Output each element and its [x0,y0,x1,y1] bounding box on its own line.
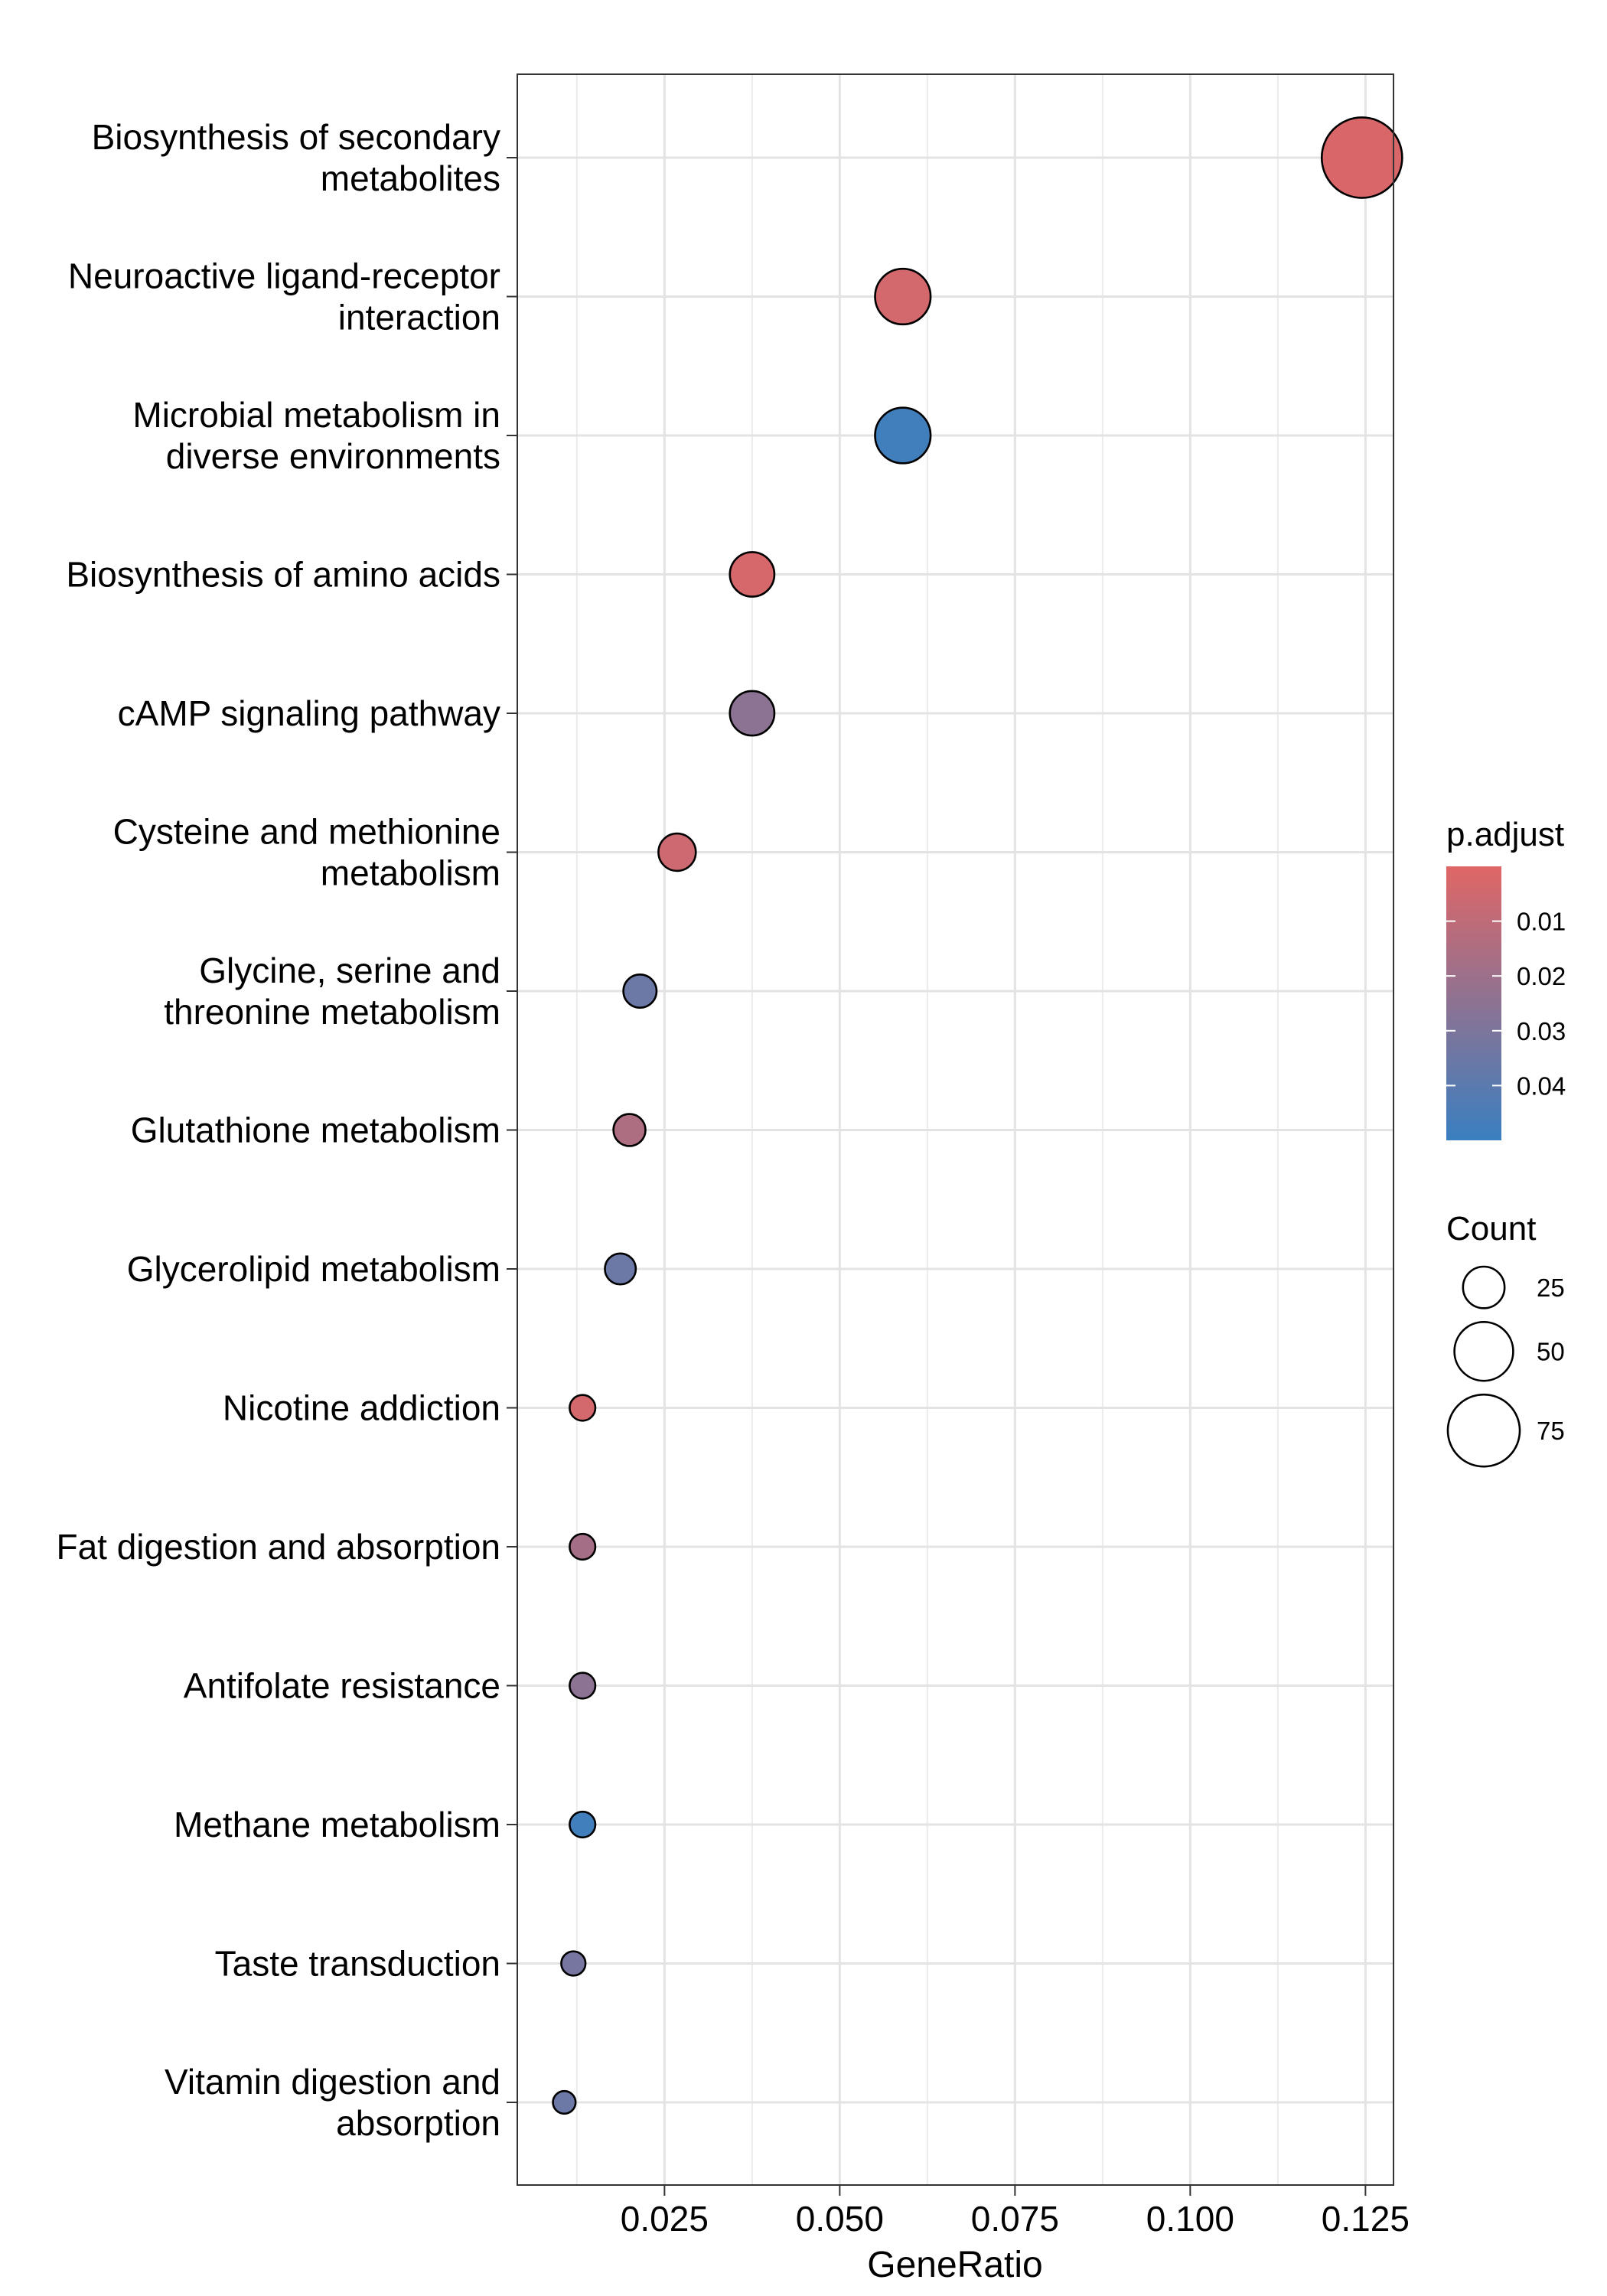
data-point [561,1952,585,1976]
y-tick-label: Biosynthesis of secondary [92,117,500,157]
data-point [730,691,774,735]
p-adjust-legend-title: p.adjust [1446,816,1564,853]
colorbar-tick-label: 0.03 [1517,1017,1566,1045]
x-axis: 0.025 0.050 0.075 0.100 0.125 [621,2185,1410,2239]
y-tick-label: Microbial metabolism in [132,395,500,435]
y-tick-label: Methane metabolism [174,1805,500,1844]
y-tick-label: Biosynthesis of amino acids [66,555,500,595]
data-point [875,408,931,464]
x-tick-label: 0.075 [971,2199,1059,2239]
count-legend-keys: 25 50 75 [1448,1267,1565,1466]
p-adjust-colorbar [1446,866,1501,1140]
count-legend-circle [1448,1394,1520,1466]
data-point [569,1395,595,1421]
data-point [569,1673,595,1699]
count-legend-title: Count [1446,1210,1536,1247]
x-axis-title: GeneRatio [867,2245,1042,2285]
colorbar-tick-label: 0.04 [1517,1071,1566,1100]
data-point [569,1534,595,1560]
data-point [658,833,696,871]
y-tick-label: Glutathione metabolism [131,1110,500,1150]
data-point [730,552,774,596]
y-tick-label: Fat digestion and absorption [56,1527,500,1567]
y-tick-label: diverse environments [166,436,500,476]
count-legend: Count 25 50 75 [1446,1210,1565,1466]
x-tick-label: 0.125 [1322,2199,1410,2239]
y-tick-label: Neuroactive ligand-receptor [68,256,500,296]
y-tick-label: metabolism [321,853,500,893]
data-point [875,269,931,325]
data-point [569,1812,595,1838]
y-tick-label: Vitamin digestion and [165,2062,500,2102]
y-tick-label: metabolites [321,158,500,198]
data-point [1322,117,1402,197]
y-tick-label: Taste transduction [215,1944,500,1984]
colorbar-tick-label: 0.01 [1517,908,1566,936]
y-tick-label: Glycine, serine and [199,951,500,990]
count-legend-label: 50 [1537,1338,1565,1366]
data-point [605,1254,635,1284]
count-legend-label: 25 [1537,1274,1565,1302]
y-tick-label: interaction [338,298,500,338]
data-point [614,1114,646,1146]
x-tick-label: 0.050 [796,2199,884,2239]
count-legend-label: 75 [1537,1417,1565,1445]
y-tick-label: threonine metabolism [164,992,500,1032]
data-point [624,974,657,1007]
y-tick-label: Nicotine addiction [223,1388,500,1428]
y-tick-label: Cysteine and methionine [113,812,500,852]
y-tick-label: absorption [336,2103,500,2143]
data-point [553,2091,576,2114]
y-tick-label: Antifolate resistance [184,1666,500,1706]
count-legend-circle [1463,1267,1504,1308]
y-tick-label: cAMP signaling pathway [118,693,500,733]
x-tick-label: 0.025 [621,2199,709,2239]
count-legend-circle [1455,1322,1514,1381]
p-adjust-legend: p.adjust 0.01 0.02 0.03 0.04 [1446,816,1566,1140]
y-tick-label: Glycerolipid metabolism [127,1249,500,1289]
x-tick-label: 0.100 [1146,2199,1234,2239]
colorbar-tick-label: 0.02 [1517,962,1566,990]
